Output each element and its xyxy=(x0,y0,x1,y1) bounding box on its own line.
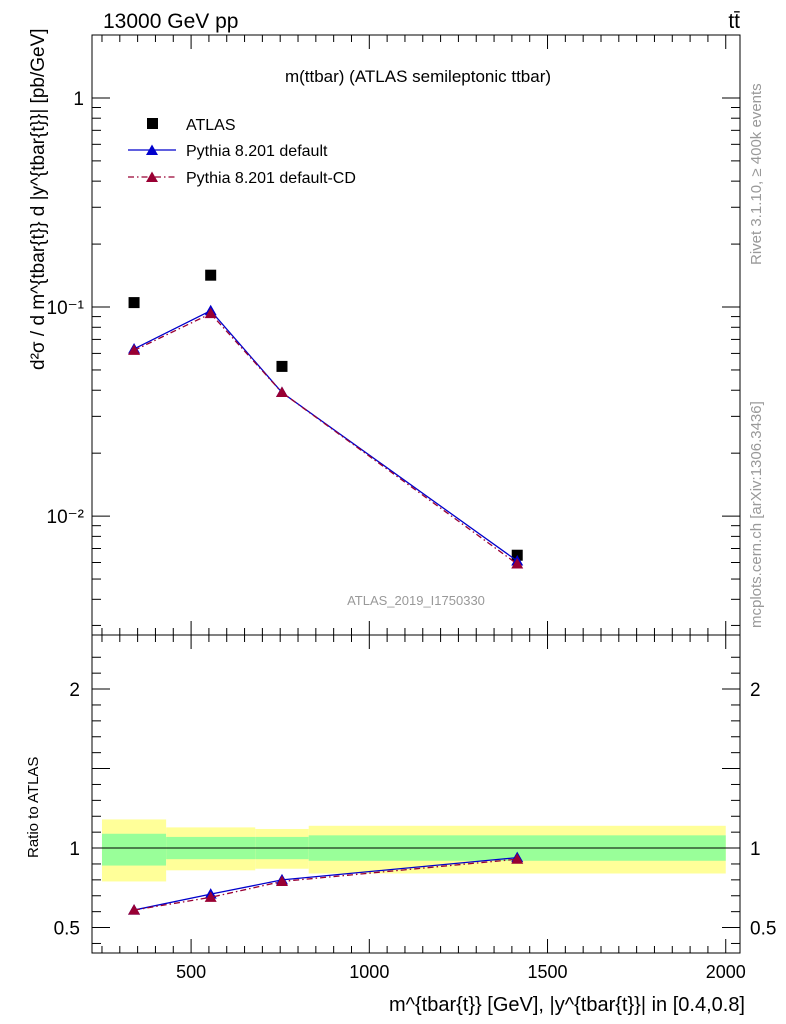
legend-marker-pythia-default xyxy=(146,144,158,155)
ratio-frame xyxy=(91,634,741,954)
watermark: ATLAS_2019_I1750330 xyxy=(347,593,485,608)
ratio-line-pythia-default xyxy=(133,856,518,911)
series-point-pythia-cd xyxy=(204,307,217,319)
x-tick-label: 2000 xyxy=(706,962,746,982)
ratio-y-axis-label: Ratio to ATLAS xyxy=(25,757,42,858)
band-inner-0 xyxy=(101,833,167,866)
y-tick-label: 10⁻¹ xyxy=(47,298,85,319)
y-tick-label: 1 xyxy=(73,89,84,110)
x-tick-label: 1000 xyxy=(349,962,389,982)
axis-ticks: 500 1000 1500 2000 1 10⁻¹ 10⁻² 0.5 0.5 1 1 2 2 xyxy=(47,34,776,982)
mcplots-label: mcplots.cern.ch [arXiv:1306.3436] xyxy=(748,401,765,628)
ratio-y-tick-label-left: 1 xyxy=(69,839,80,860)
chart-marks xyxy=(128,269,524,915)
legend-label-atlas: ATLAS xyxy=(186,117,236,134)
ratio-y-tick-label-left: 0.5 xyxy=(54,919,80,940)
legend-marker-atlas xyxy=(147,118,158,129)
legend-marker-pythia-cd xyxy=(146,171,158,182)
ratio-y-tick-label-right: 2 xyxy=(750,680,761,701)
ratio-y-tick-label-right: 1 xyxy=(750,839,761,860)
series-point-pythia-cd xyxy=(275,386,288,398)
ratio-point-pythia-cd xyxy=(275,875,288,886)
legend: ATLAS Pythia 8.201 default Pythia 8.201 … xyxy=(128,117,356,187)
series-point-pythia-cd xyxy=(128,344,141,355)
header-energy: 13000 GeV pp xyxy=(103,10,238,33)
legend-label-pythia-default: Pythia 8.201 default xyxy=(186,143,328,160)
x-axis-label: m^{tbar{t}} [GeV], |y^{tbar{t}}| in [0.4… xyxy=(389,994,745,1016)
atlas-point xyxy=(276,360,288,372)
rivet-label: Rivet 3.1.10, ≥ 400k events xyxy=(748,83,765,265)
main-y-axis-label: d²σ / d m^{tbar{t}} d |y^{tbar{t}}| [pb/… xyxy=(28,28,49,370)
atlas-point xyxy=(128,297,140,309)
ratio-point-pythia-cd xyxy=(128,904,141,915)
y-tick-label: 10⁻² xyxy=(47,507,85,528)
series-line-pythia-default xyxy=(133,309,518,562)
ratio-point-pythia-cd xyxy=(204,891,217,902)
legend-label-pythia-cd: Pythia 8.201 default-CD xyxy=(186,170,356,187)
ratio-y-tick-label-left: 2 xyxy=(69,680,80,701)
ratio-plot-area xyxy=(92,819,740,882)
x-tick-label: 1500 xyxy=(528,962,568,982)
plot-title: m(ttbar) (ATLAS semileptonic ttbar) xyxy=(285,67,551,86)
ratio-point-pythia-cd xyxy=(511,853,524,864)
x-tick-label: 500 xyxy=(176,962,206,982)
atlas-point xyxy=(205,269,217,281)
series-line-pythia-cd xyxy=(133,312,518,565)
header-process: tt̄ xyxy=(728,10,740,33)
ratio-y-tick-label-right: 0.5 xyxy=(750,919,776,940)
series-point-pythia-cd xyxy=(511,558,524,569)
